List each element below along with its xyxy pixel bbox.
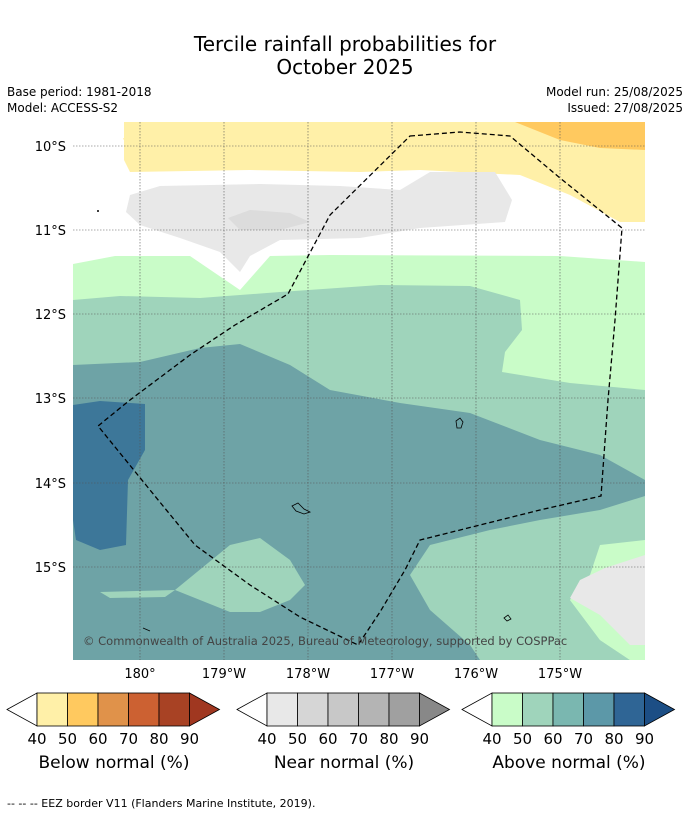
lat-label: 11°S xyxy=(35,224,66,239)
colorbar-cell xyxy=(359,693,390,726)
colorbar-cell xyxy=(614,693,645,726)
colorbar-cell xyxy=(389,693,420,726)
colorbar-tick: 60 xyxy=(318,730,337,748)
colorbar-cell xyxy=(267,693,298,726)
colorbar-cell xyxy=(523,693,554,726)
colorbar-over-triangle xyxy=(420,693,450,726)
colorbar: 40 50 60 70 80 90 xyxy=(237,693,450,748)
colorbar-cell xyxy=(584,693,615,726)
colorbar-tick: 50 xyxy=(58,730,77,748)
map-area: © Commonwealth of Australia 2025, Bureau… xyxy=(73,122,645,660)
lon-label: 180° xyxy=(124,667,155,682)
colorbar-cell xyxy=(328,693,359,726)
colorbar: 40 50 60 70 80 90 xyxy=(7,693,220,748)
lon-label: 177°W xyxy=(370,667,414,682)
colorbar-cell xyxy=(492,693,523,726)
colorbar-under-triangle xyxy=(237,693,267,726)
colorbar-under-triangle xyxy=(462,693,492,726)
colorbar-cell xyxy=(553,693,584,726)
lat-label: 14°S xyxy=(35,477,66,492)
colorbar-cell xyxy=(68,693,99,726)
colorbar-tick: 90 xyxy=(180,730,199,748)
map-credit: © Commonwealth of Australia 2025, Bureau… xyxy=(83,634,567,648)
colorbar-cell xyxy=(298,693,329,726)
lat-axis: 10°S 11°S 12°S 13°S 14°S 15°S xyxy=(35,140,66,576)
lon-label: 176°W xyxy=(454,667,498,682)
colorbar-cell xyxy=(159,693,190,726)
lon-axis: 180° 179°W 178°W 177°W 176°W 175°W xyxy=(124,667,582,682)
colorbar-tick: 60 xyxy=(88,730,107,748)
colorbar-tick: 80 xyxy=(149,730,168,748)
lat-label: 13°S xyxy=(35,392,66,407)
colorbar: 40 50 60 70 80 90 xyxy=(462,693,675,748)
colorbar-cell xyxy=(37,693,68,726)
colorbar-label-above: Above normal (%) xyxy=(462,753,676,773)
colorbar-tick: 70 xyxy=(119,730,138,748)
eez-legend: -- -- -- EEZ border V11 (Flanders Marine… xyxy=(7,797,315,810)
colorbar-label-below: Below normal (%) xyxy=(7,753,221,773)
colorbar-tick: 90 xyxy=(635,730,654,748)
colorbar-label-near: Near normal (%) xyxy=(237,753,451,773)
colorbar-tick: 70 xyxy=(574,730,593,748)
colorbar-under-triangle xyxy=(7,693,37,726)
colorbar-tick: 50 xyxy=(513,730,532,748)
colorbar-tick: 80 xyxy=(379,730,398,748)
colorbar-tick: 60 xyxy=(543,730,562,748)
colorbar-tick: 40 xyxy=(27,730,46,748)
colorbar-tick: 40 xyxy=(257,730,276,748)
colorbar-tick: 90 xyxy=(410,730,429,748)
colorbar-over-triangle xyxy=(190,693,220,726)
lon-label: 175°W xyxy=(538,667,582,682)
map-figure: © Commonwealth of Australia 2025, Bureau… xyxy=(0,0,690,816)
colorbar-cell xyxy=(129,693,160,726)
lon-label: 179°W xyxy=(202,667,246,682)
colorbar-tick: 80 xyxy=(604,730,623,748)
lat-label: 15°S xyxy=(35,561,66,576)
lon-label: 178°W xyxy=(286,667,330,682)
colorbar-over-triangle xyxy=(645,693,675,726)
lat-label: 12°S xyxy=(35,308,66,323)
colorbars: 40 50 60 70 80 90 40 50 60 70 80 90 40 50 60 70 80 90 xyxy=(7,693,675,748)
colorbar-cell xyxy=(98,693,129,726)
colorbar-tick: 70 xyxy=(349,730,368,748)
lat-label: 10°S xyxy=(35,140,66,155)
colorbar-tick: 50 xyxy=(288,730,307,748)
colorbar-tick: 40 xyxy=(482,730,501,748)
